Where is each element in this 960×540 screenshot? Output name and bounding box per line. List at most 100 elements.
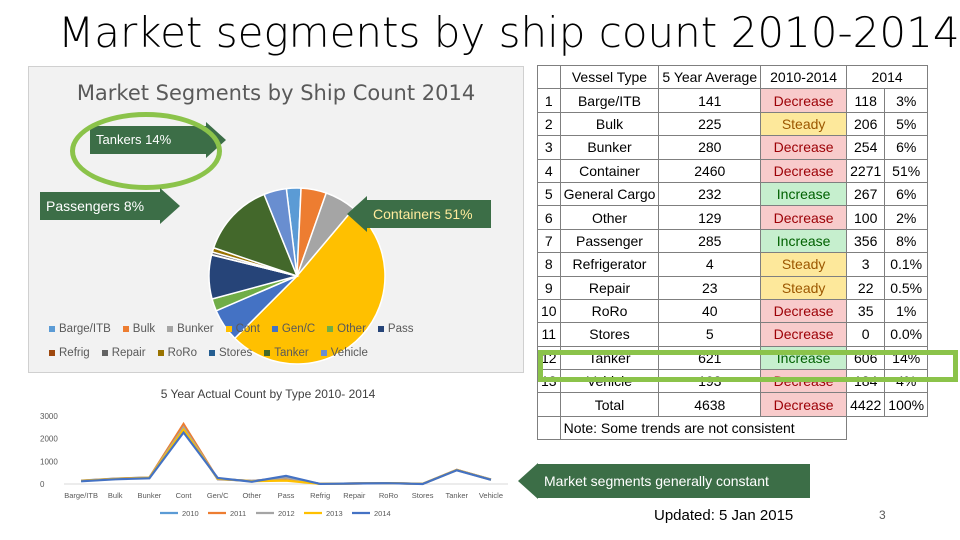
y-tick-label: 0	[40, 480, 45, 489]
table-cell-five-year-average: 40	[658, 298, 762, 324]
table-note: Note: Some trends are not consistent	[559, 415, 848, 441]
table-cell-share-2014: 6%	[884, 135, 929, 160]
legend-entry: Tanker	[264, 347, 309, 359]
line-legend-label: 2011	[230, 509, 246, 518]
table-cell-count-2014: 0	[846, 322, 886, 347]
table-cell-row-index: 9	[537, 275, 561, 300]
x-tick-label: Repair	[343, 491, 366, 500]
table-header-trend: 2010-2014	[760, 64, 848, 90]
legend-swatch	[157, 349, 164, 356]
line-chart-title: 5 Year Actual Count by Type 2010- 2014	[161, 387, 376, 401]
legend-swatch	[167, 325, 174, 332]
table-cell-five-year-average: 4638	[658, 392, 762, 417]
legend-swatch	[101, 349, 108, 356]
legend-label: RoRo	[167, 347, 197, 359]
table-cell-count-2014: 22	[846, 275, 886, 300]
table-cell-row-index: 8	[537, 252, 561, 277]
table-note-spacer	[847, 416, 928, 439]
legend-entry: Other	[327, 323, 366, 335]
table-header-vessel-type: Vessel Type	[559, 64, 660, 90]
table-cell-row-index: 3	[537, 135, 561, 160]
legend-label: Tanker	[274, 347, 309, 359]
line-chart: 5 Year Actual Count by Type 2010- 2014 0 1…	[40, 387, 508, 518]
legend-entry: Stores	[208, 347, 253, 359]
table-cell-trend: Steady	[760, 111, 848, 137]
table-cell-count-2014: 4422	[846, 392, 886, 417]
table-header-index	[537, 64, 561, 90]
table-cell-count-2014: 206	[846, 111, 886, 137]
table-cell-five-year-average: 232	[658, 181, 762, 207]
table-row: 1 Barge/ITB 141 Decrease 118 3%	[537, 88, 929, 113]
legend-label: Barge/ITB	[59, 323, 111, 335]
table-cell-trend: Decrease	[760, 298, 848, 324]
pie-slice-tanker	[212, 193, 299, 278]
passengers-callout-label: Passengers 8%	[40, 192, 160, 220]
table-cell-vessel-type: Container	[559, 158, 660, 183]
pie-chart-title: Market Segments by Ship Count 2014	[76, 81, 476, 105]
table-cell-row-index: 5	[537, 181, 561, 207]
table-cell-trend: Decrease	[760, 88, 848, 113]
table-cell-five-year-average: 5	[658, 322, 762, 347]
legend-entry: Bulk	[122, 323, 156, 335]
table-cell-vessel-type: Stores	[559, 322, 660, 347]
constant-callout-label: Market segments generally constant	[538, 464, 810, 498]
legend-swatch	[49, 325, 55, 332]
table-cell-share-2014: 8%	[884, 228, 929, 254]
arrow-right-icon	[160, 188, 180, 224]
table-row: 2 Bulk 225 Steady 206 5%	[537, 111, 929, 137]
updated-date: Updated: 5 Jan 2015	[654, 507, 794, 524]
legend-entry: Barge/ITB	[49, 323, 111, 335]
table-row: 7 Passenger 285 Increase 356 8%	[537, 228, 929, 254]
table-cell-trend: Decrease	[760, 158, 848, 183]
legend-label: Stores	[218, 347, 253, 359]
table-header-2014: 2014	[846, 64, 929, 90]
table-header-row: Vessel Type 5 Year Average 2010-2014 201…	[537, 64, 929, 90]
table-cell-row-index: 1	[537, 88, 561, 113]
table-cell-vessel-type: Repair	[559, 275, 660, 300]
pie-slice-vehicle	[263, 187, 298, 277]
table-row: 5 General Cargo 232 Increase 267 6%	[537, 181, 929, 207]
table-cell-row-index: 7	[537, 228, 561, 254]
table-row: Total 4638 Decrease 4422 100%	[537, 392, 929, 417]
legend-label: Gen/C	[281, 323, 316, 335]
x-tick-label: Other	[242, 491, 261, 500]
table-cell-vessel-type: Passenger	[559, 228, 660, 254]
legend-swatch	[208, 349, 215, 356]
table-cell-trend: Steady	[760, 275, 848, 300]
legend-swatch	[225, 325, 232, 332]
table-cell-trend: Increase	[760, 228, 848, 254]
x-tick-label: Cont	[176, 491, 193, 500]
table-header-5yr-average: 5 Year Average	[658, 64, 762, 90]
legend-entry: Cont	[225, 323, 260, 335]
containers-callout-label: Containers 51%	[367, 200, 491, 228]
legend-entry: Bunker	[167, 323, 214, 335]
table-cell-five-year-average: 285	[658, 228, 762, 254]
slide-title: Market segments by ship count 2010-2014	[58, 8, 960, 57]
table-cell-five-year-average: 141	[658, 88, 762, 113]
table-row: 8 Refrigerator 4 Steady 3 0.1%	[537, 252, 929, 277]
tankers-highlight-ring	[70, 112, 222, 190]
legend-label: Bulk	[132, 323, 156, 335]
pie-chart	[208, 187, 386, 365]
legend-label: Other	[337, 323, 366, 335]
table-cell-count-2014: 35	[846, 298, 886, 324]
legend-label: Vehicle	[330, 347, 368, 359]
legend-entry: Repair	[101, 347, 146, 359]
legend-entry: Refrig	[49, 347, 90, 359]
series-line-2014	[81, 430, 492, 486]
table-cell-count-2014: 2271	[846, 158, 886, 183]
line-chart-panel: 5 Year Actual Count by Type 2010- 2014 0 1…	[20, 380, 524, 528]
table-cell-row-index: 10	[537, 298, 561, 324]
table-cell-share-2014: 51%	[884, 158, 929, 183]
x-tick-label: RoRo	[379, 491, 398, 500]
table-cell-share-2014: 100%	[884, 392, 929, 417]
table-cell-trend: Increase	[760, 181, 848, 207]
legend-swatch	[377, 325, 384, 332]
table-cell-trend: Decrease	[760, 392, 848, 417]
pie-legend-row-1: Barge/ITB Bulk Bunker Cont Gen/C Other Pass	[49, 323, 425, 335]
table-cell-share-2014: 0.5%	[884, 275, 929, 300]
legend-swatch	[320, 349, 327, 356]
legend-entry: Pass	[377, 323, 413, 335]
table-cell-count-2014: 267	[846, 181, 886, 207]
table-cell-five-year-average: 280	[658, 135, 762, 160]
